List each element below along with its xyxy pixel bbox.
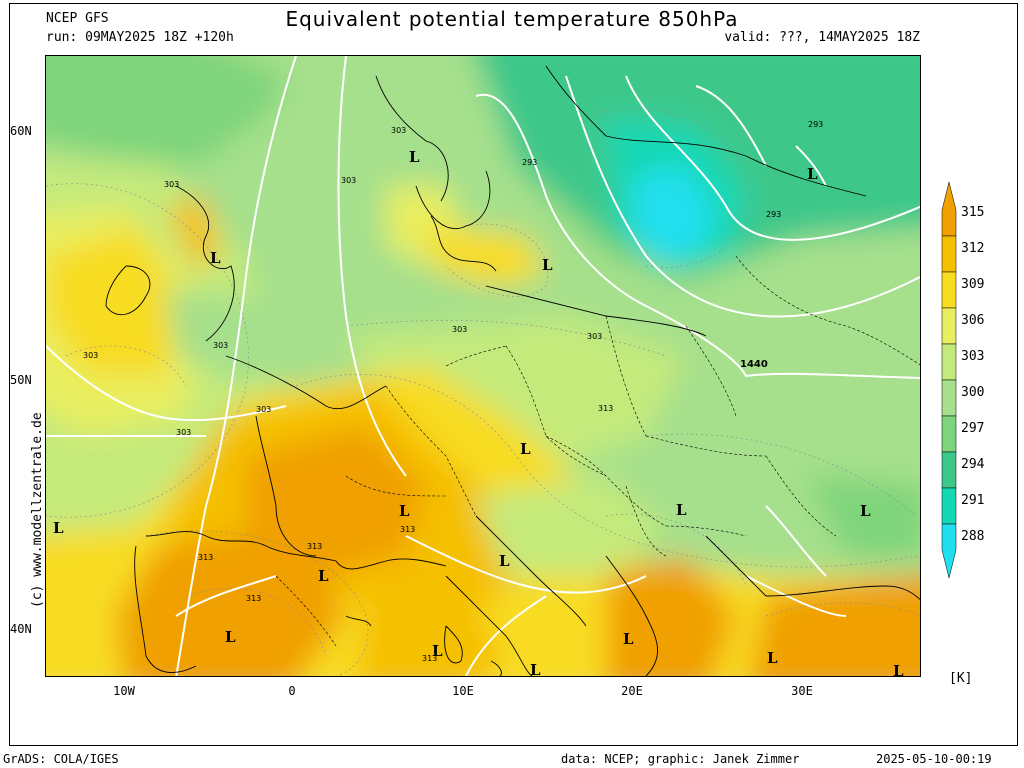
low-marker: L <box>676 501 687 519</box>
colorbar-segment <box>941 182 957 237</box>
contour-label: 303 <box>452 325 467 334</box>
low-marker: L <box>399 502 410 520</box>
lat-label-60n: 60N <box>10 124 32 138</box>
footer-software: GrADS: COLA/IGES <box>3 752 119 766</box>
colorbar-level-label: 294 <box>961 457 985 472</box>
contour-label: 293 <box>766 210 781 219</box>
side-credit: (c) www.modellzentrale.de <box>30 412 45 608</box>
low-marker: L <box>530 661 541 677</box>
footer-credit: data: NCEP; graphic: Janek Zimmer <box>561 752 800 766</box>
model-name: NCEP GFS <box>46 11 109 26</box>
contour-label: 313 <box>307 542 322 551</box>
low-marker: L <box>807 165 818 183</box>
contour-label: 303 <box>213 341 228 350</box>
contour-label: 313 <box>422 654 437 663</box>
colorbar-segment <box>941 235 957 273</box>
contour-label: 293 <box>522 158 537 167</box>
colorbar-level-label: 306 <box>961 313 985 328</box>
contour-labels: 303 303 303 303 303 303 303 303 303 293 … <box>83 120 823 663</box>
weather-map: L L L L L L L L L L L L L L L L L 303 30… <box>45 55 921 677</box>
contour-label: 313 <box>598 404 613 413</box>
low-marker: L <box>432 642 443 660</box>
lat-label-50n: 50N <box>10 373 32 387</box>
lon-label-10w: 10W <box>113 684 135 698</box>
colorbar-level-label: 309 <box>961 277 985 292</box>
contour-label: 1440 <box>740 359 768 370</box>
colorbar-segment <box>941 379 957 417</box>
contour-label: 303 <box>587 332 602 341</box>
low-marker: L <box>542 256 553 274</box>
colorbar-level-label: 312 <box>961 241 985 256</box>
map-title: Equivalent potential temperature 850hPa <box>285 7 739 31</box>
colorbar-segment <box>941 451 957 489</box>
contour-label: 303 <box>164 180 179 189</box>
low-marker: L <box>520 440 531 458</box>
contour-label: 303 <box>341 176 356 185</box>
contour-label: 313 <box>246 594 261 603</box>
map-svg: L L L L L L L L L L L L L L L L L 303 30… <box>46 56 920 677</box>
colorbar-level-label: 297 <box>961 421 985 436</box>
contour-label: 313 <box>400 525 415 534</box>
low-marker: L <box>318 567 329 585</box>
contour-label: 293 <box>808 120 823 129</box>
low-marker: L <box>499 552 510 570</box>
coastlines <box>105 65 920 676</box>
lon-label-20e: 20E <box>621 684 643 698</box>
colorbar-level-label: 288 <box>961 529 985 544</box>
colorbar-level-label: 291 <box>961 493 985 508</box>
lon-label-30e: 30E <box>791 684 813 698</box>
lat-label-40n: 40N <box>10 622 32 636</box>
run-info: run: 09MAY2025 18Z +120h <box>46 30 234 45</box>
colorbar-unit: [K] <box>949 671 973 686</box>
colorbar-level-label: 300 <box>961 385 985 400</box>
colorbar-segment <box>941 487 957 525</box>
lon-label-0: 0 <box>288 684 296 698</box>
colorbar-segment <box>941 415 957 453</box>
low-marker: L <box>860 502 871 520</box>
colorbar-segment <box>941 343 957 381</box>
borders <box>275 255 920 647</box>
contour-label: 303 <box>256 405 271 414</box>
contour-label: 303 <box>391 126 406 135</box>
colorbar <box>941 182 957 579</box>
colorbar-segment <box>941 271 957 309</box>
low-marker: L <box>767 649 778 667</box>
low-marker: L <box>53 519 64 537</box>
contour-label: 313 <box>198 553 213 562</box>
theta-e-field <box>46 56 920 676</box>
colorbar-segment <box>941 523 957 579</box>
colorbar-level-label: 315 <box>961 205 985 220</box>
chart-frame <box>9 3 1018 746</box>
footer-timestamp: 2025-05-10-00:19 <box>876 752 992 766</box>
low-markers: L L L L L L L L L L L L L L L L L <box>53 148 904 677</box>
geopotential-contours <box>46 56 920 676</box>
contour-label: 303 <box>176 428 191 437</box>
low-marker: L <box>893 662 904 677</box>
low-marker: L <box>210 249 221 267</box>
low-marker: L <box>623 630 634 648</box>
contour-label: 303 <box>83 351 98 360</box>
lon-label-10e: 10E <box>452 684 474 698</box>
colorbar-level-label: 303 <box>961 349 985 364</box>
valid-time: valid: ???, 14MAY2025 18Z <box>724 30 920 45</box>
low-marker: L <box>225 628 236 646</box>
colorbar-segment <box>941 307 957 345</box>
low-marker: L <box>409 148 420 166</box>
